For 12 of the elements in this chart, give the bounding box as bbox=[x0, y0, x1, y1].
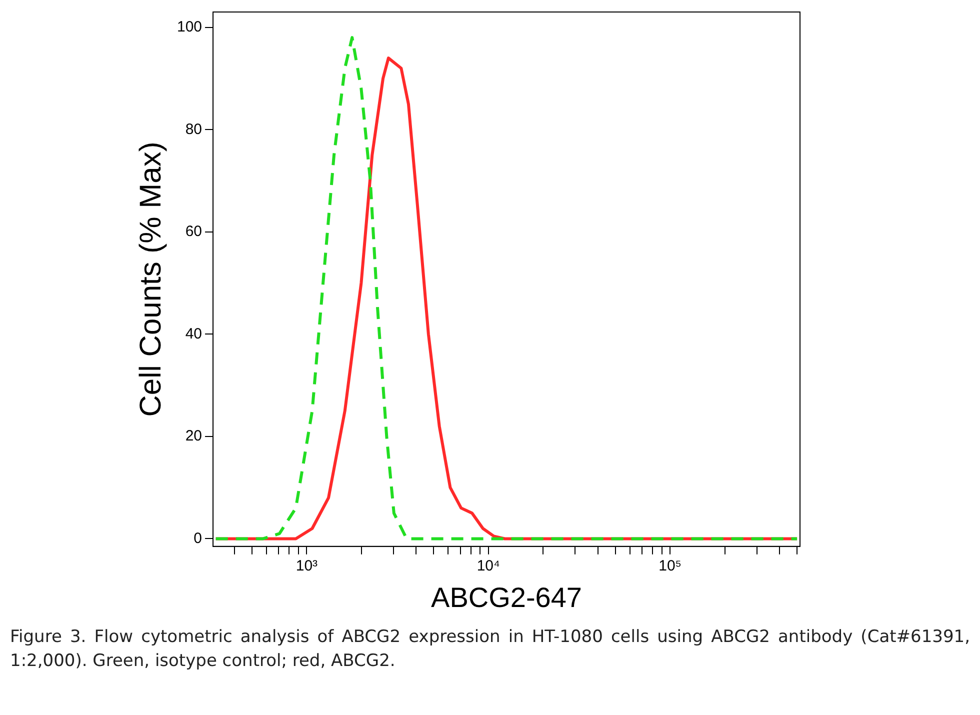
y-tick-label: 0 bbox=[194, 530, 202, 547]
x-tick-label: 10³ bbox=[296, 558, 318, 575]
x-tick-label: 10⁴ bbox=[476, 558, 500, 575]
x-axis-title: ABCG2-647 bbox=[431, 582, 582, 613]
y-tick-label: 60 bbox=[185, 223, 202, 240]
y-tick-label: 80 bbox=[185, 120, 202, 138]
x-tick-label: 10⁵ bbox=[658, 558, 682, 575]
caption: Figure 3. Flow cytometric analysis of ABCG2 expression in HT-1080 cells using ABCG2 antibody (Cat#61391, 1:2,000). Green, isotype control; red, ABCG2. bbox=[10, 626, 970, 673]
y-tick-label: 20 bbox=[185, 428, 202, 445]
y-tick-label: 100 bbox=[176, 18, 202, 36]
y-axis-title: Cell Counts (% Max) bbox=[134, 142, 168, 417]
y-tick-label: 40 bbox=[185, 325, 202, 342]
